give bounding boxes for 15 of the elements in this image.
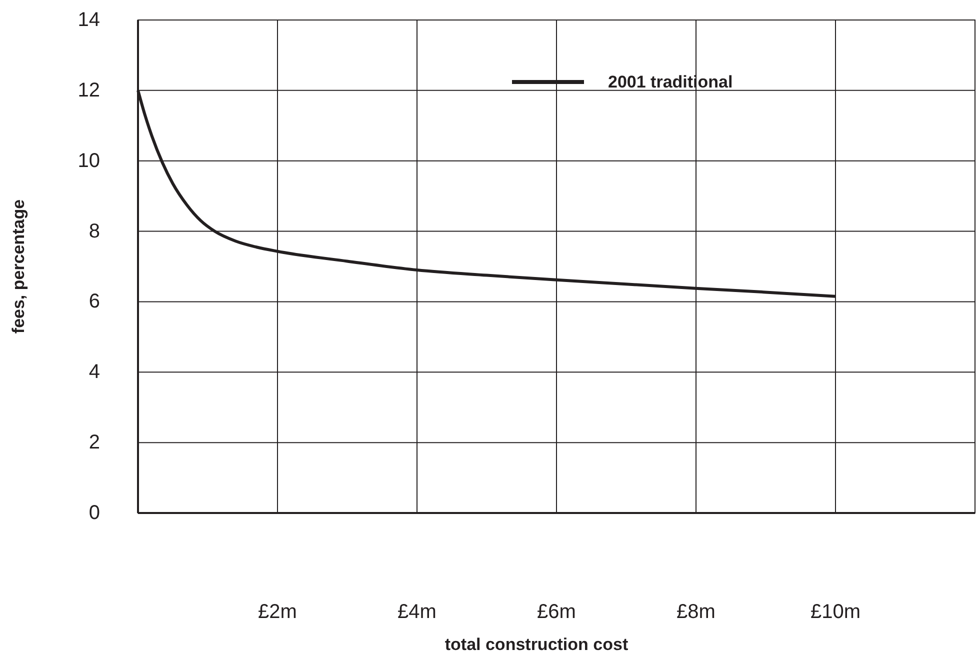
y-tick-label: 8	[88, 220, 100, 242]
x-tick-label: £4m	[398, 601, 436, 623]
x-tick-label: £2m	[258, 601, 297, 623]
y-tick-label: 14	[78, 9, 100, 31]
y-tick-label: 10	[78, 150, 100, 172]
x-tick-label: £8m	[676, 601, 716, 623]
y-tick-label: 0	[88, 502, 100, 524]
y-tick-label: 2	[88, 432, 100, 454]
x-tick-label: £6m	[537, 601, 576, 623]
y-tick-label: 4	[88, 361, 100, 384]
y-axis-title: fees, percentage	[9, 199, 28, 334]
x-axis-title: total construction cost	[444, 635, 628, 654]
x-tick-label: £10m	[810, 601, 861, 623]
y-tick-label: 6	[88, 290, 100, 313]
y-tick-label: 12	[78, 79, 100, 102]
